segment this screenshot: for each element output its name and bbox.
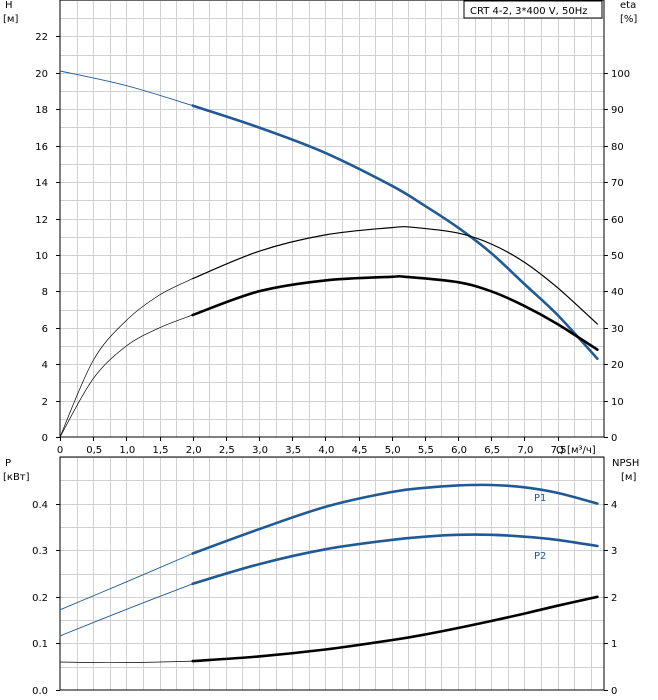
- x-tick-label: 7,5: [551, 445, 567, 456]
- upper-left-tick-label: 14: [35, 178, 48, 189]
- upper-right-tick-label: 50: [611, 251, 624, 262]
- x-tick-label: 5,0: [385, 445, 401, 456]
- upper-left-axis-label: H: [5, 0, 13, 11]
- lower-plot-frame: [59, 456, 605, 691]
- x-tick-label: 0: [57, 445, 63, 456]
- lower-ticks: 0.0 0.1 0.2 0.3 0.4 0 1 2 3 4: [32, 500, 617, 697]
- upper-left-axis-unit: [м]: [3, 14, 18, 25]
- lower-right-axis-unit: [м]: [621, 472, 636, 483]
- x-tick-label: 1,0: [119, 445, 135, 456]
- chart-title: CRT 4-2, 3*400 V, 50Hz: [470, 6, 588, 17]
- x-tick-label: 4,5: [352, 445, 368, 456]
- lower-series-2-extrapolated: [59, 660, 194, 663]
- upper-left-tick-label: 4: [42, 360, 48, 371]
- lower-right-tick-label: 3: [611, 546, 617, 557]
- lower-series-1-extrapolated: [59, 583, 194, 637]
- x-tick-label: 6,5: [484, 445, 500, 456]
- upper-left-tick-label: 10: [35, 251, 48, 262]
- upper-series-1-curve: [192, 225, 598, 325]
- title-box: [463, 0, 603, 19]
- lower-right-tick-label: 4: [611, 500, 617, 511]
- upper-right-tick-label: 40: [611, 287, 624, 298]
- upper-left-tick-label: 16: [35, 142, 48, 153]
- upper-right-tick-label: 90: [611, 105, 624, 116]
- lower-series-0-curve: [191, 483, 599, 555]
- upper-series-0-extrapolated: [59, 70, 194, 107]
- upper-left-tick-label: 0: [42, 433, 48, 444]
- p1-series-label: P1: [534, 493, 546, 504]
- lower-left-tick-label: 0.3: [32, 546, 48, 557]
- x-tick-label: 6,0: [451, 445, 467, 456]
- upper-curves: [59, 70, 599, 438]
- lower-curves: [59, 483, 599, 663]
- upper-grid: [60, 0, 604, 437]
- upper-right-axis-unit: [%]: [620, 14, 637, 25]
- upper-right-tick-label: 0: [611, 433, 617, 444]
- upper-left-tick-label: 2: [42, 397, 48, 408]
- x-tick-label: 3,5: [285, 445, 301, 456]
- upper-right-tick-label: 80: [611, 142, 624, 153]
- upper-ticks: 0 2 4 6 8 10 12 14 16 18 20 22 0 10 20 30 40 50 60 70 80 90 10…: [35, 32, 630, 456]
- x-tick-label: 2,5: [219, 445, 235, 456]
- lower-right-tick-label: 2: [611, 593, 617, 604]
- x-tick-label: 0,5: [86, 445, 102, 456]
- lower-series-1-curve: [191, 533, 599, 586]
- lower-left-tick-label: 0.2: [32, 593, 48, 604]
- x-tick-label: 4,0: [318, 445, 334, 456]
- upper-series-2-extrapolated: [59, 314, 194, 438]
- upper-right-tick-label: 60: [611, 215, 624, 226]
- x-tick-label: 7,0: [517, 445, 533, 456]
- upper-series-2-curve: [191, 274, 599, 351]
- upper-left-tick-label: 8: [42, 287, 48, 298]
- lower-left-axis-unit: [кВт]: [3, 472, 30, 483]
- upper-right-tick-label: 100: [611, 69, 630, 80]
- upper-left-tick-label: 18: [35, 105, 48, 116]
- upper-right-tick-label: 20: [611, 360, 624, 371]
- x-axis-label: Q [м³/ч]: [556, 445, 596, 456]
- upper-right-tick-label: 30: [611, 324, 624, 335]
- upper-plot-frame: [59, 0, 605, 438]
- lower-grid: [60, 457, 604, 690]
- upper-left-tick-label: 12: [35, 215, 48, 226]
- x-tick-label: 5,5: [418, 445, 434, 456]
- upper-left-tick-label: 6: [42, 324, 48, 335]
- x-tick-label: 3,0: [252, 445, 268, 456]
- upper-right-tick-label: 10: [611, 397, 624, 408]
- upper-series-1-extrapolated: [59, 278, 194, 438]
- x-tick-label: 1,5: [153, 445, 169, 456]
- lower-right-tick-label: 1: [611, 639, 617, 650]
- upper-series-0-curve: [191, 104, 599, 360]
- upper-left-tick-label: 22: [35, 32, 48, 43]
- lower-left-tick-label: 0.4: [32, 500, 48, 511]
- upper-chart: 0 2 4 6 8 10 12 14 16 18 20 22 0 10 20 30 40 50 60 70 80 90 10…: [3, 0, 637, 456]
- lower-left-axis-label: P: [5, 458, 11, 469]
- upper-right-axis-label: eta: [620, 0, 636, 11]
- x-tick-label: 2,0: [186, 445, 202, 456]
- lower-right-tick-label: 0: [611, 686, 617, 697]
- upper-left-tick-label: 20: [35, 69, 48, 80]
- lower-left-tick-label: 0.1: [32, 639, 48, 650]
- lower-left-tick-label: 0.0: [32, 686, 48, 697]
- lower-right-axis-label: NPSH: [612, 458, 639, 469]
- lower-series-0-extrapolated: [59, 553, 194, 611]
- upper-right-tick-label: 70: [611, 178, 624, 189]
- lower-series-2-curve: [191, 595, 599, 663]
- p2-series-label: P2: [534, 551, 546, 562]
- lower-chart: 0.0 0.1 0.2 0.3 0.4 0 1 2 3 4 P [кВт] NPSH [м] P1…: [3, 456, 639, 697]
